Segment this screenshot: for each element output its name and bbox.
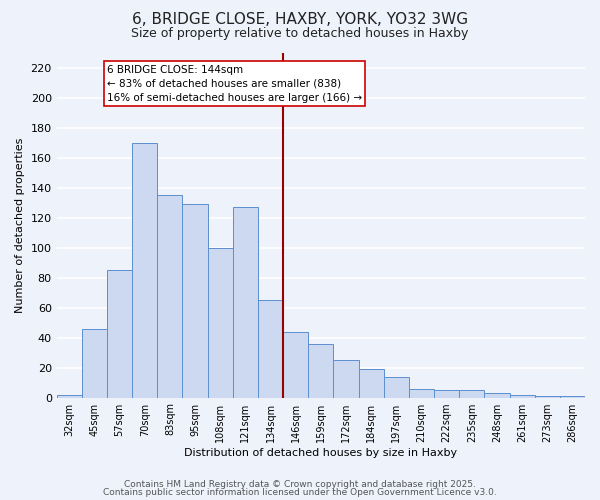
Bar (233, 207, 258, 398)
Bar (132, 142, 157, 398)
Text: 6 BRIDGE CLOSE: 144sqm
← 83% of detached houses are smaller (838)
16% of semi-de: 6 BRIDGE CLOSE: 144sqm ← 83% of detached… (107, 64, 362, 102)
Bar (409, 388, 434, 398)
Bar (82, 328, 107, 398)
Bar (182, 204, 208, 398)
Bar (509, 394, 535, 398)
Bar (334, 360, 359, 398)
Y-axis label: Number of detached properties: Number of detached properties (15, 138, 25, 312)
Bar (535, 396, 560, 398)
Text: Contains public sector information licensed under the Open Government Licence v3: Contains public sector information licen… (103, 488, 497, 497)
Text: Contains HM Land Registry data © Crown copyright and database right 2025.: Contains HM Land Registry data © Crown c… (124, 480, 476, 489)
Bar (283, 332, 308, 398)
Bar (384, 376, 409, 398)
X-axis label: Distribution of detached houses by size in Haxby: Distribution of detached houses by size … (184, 448, 457, 458)
Bar (56, 394, 82, 398)
Bar (157, 195, 182, 398)
Bar (107, 270, 132, 398)
Bar (258, 300, 283, 398)
Text: 6, BRIDGE CLOSE, HAXBY, YORK, YO32 3WG: 6, BRIDGE CLOSE, HAXBY, YORK, YO32 3WG (132, 12, 468, 28)
Bar (459, 390, 484, 398)
Bar (560, 396, 585, 398)
Bar (359, 369, 384, 398)
Bar (208, 248, 233, 398)
Text: Size of property relative to detached houses in Haxby: Size of property relative to detached ho… (131, 28, 469, 40)
Bar (434, 390, 459, 398)
Bar (484, 393, 509, 398)
Bar (308, 344, 334, 398)
